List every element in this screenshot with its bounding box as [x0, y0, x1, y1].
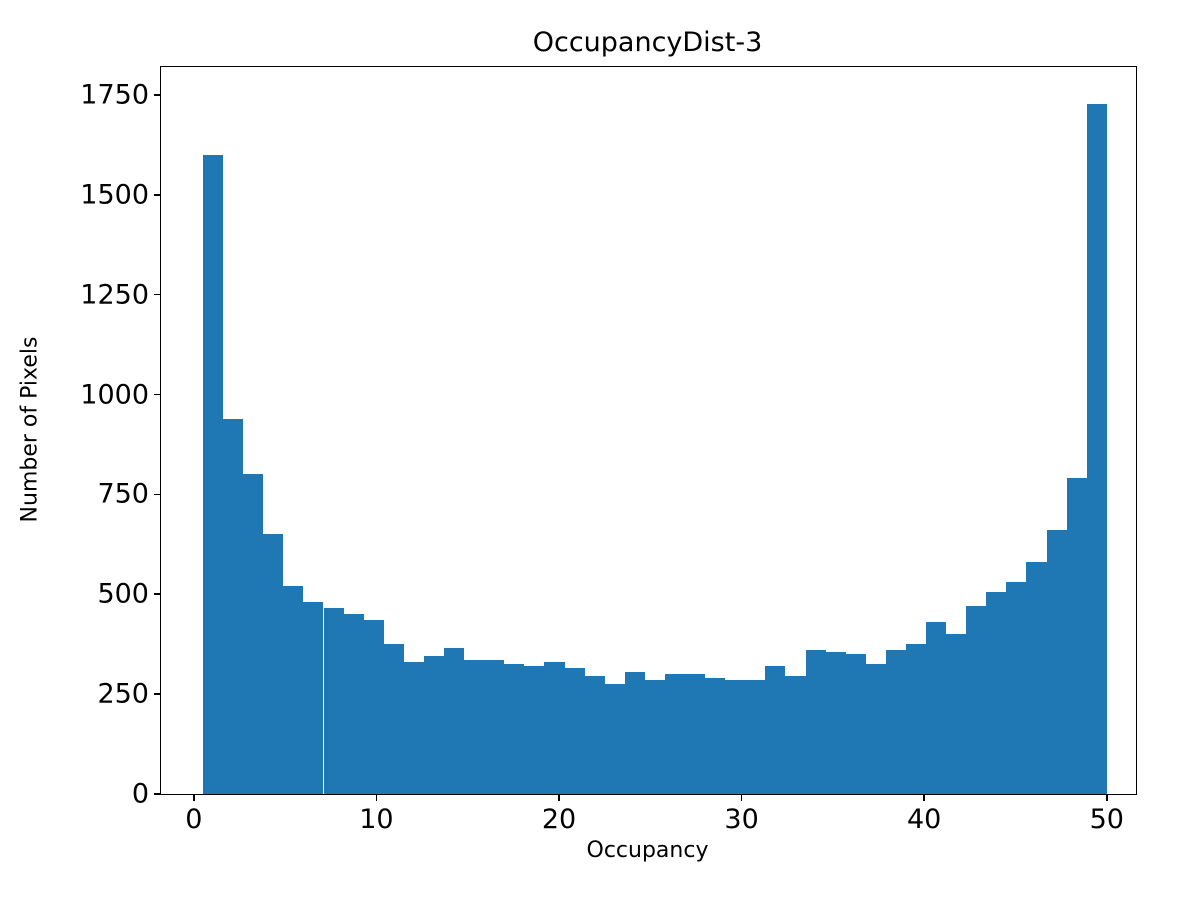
page-title: OccupancyDist-3	[532, 27, 763, 58]
histogram-bar	[484, 660, 505, 794]
histogram-bar	[263, 534, 284, 794]
y-tick-label: 500	[97, 578, 149, 610]
plot-area: 0 250 500 750 1000 1250 1500 1750 0 10 20 30 40 50	[80, 66, 1137, 833]
x-tick-mark	[558, 794, 560, 801]
x-tick-mark	[923, 794, 925, 801]
x-tick-label: 40	[907, 804, 942, 835]
histogram-bar	[1066, 478, 1087, 794]
histogram-bar	[323, 608, 344, 794]
y-tick-label: 1750	[80, 79, 149, 111]
histogram-bar	[1006, 582, 1027, 794]
histogram-bar	[785, 676, 806, 794]
y-tick-mark	[154, 593, 161, 596]
x-tick-mark	[740, 794, 743, 801]
x-tick-label: 20	[541, 804, 577, 835]
y-tick-label: 0	[131, 778, 149, 810]
histogram-bar	[363, 620, 384, 794]
x-tick-label: 50	[1089, 804, 1124, 835]
histogram-bar	[885, 650, 906, 794]
y-axis-label: Number of Pixels	[16, 66, 44, 793]
y-tick-label: 1250	[80, 279, 149, 311]
y-tick-label: 1000	[80, 379, 149, 411]
histogram-bar	[664, 674, 685, 794]
histogram-bar	[644, 680, 665, 794]
histogram-bar	[524, 666, 545, 794]
y-tick-mark	[154, 293, 161, 296]
histogram-bar	[403, 662, 424, 794]
histogram-bar	[202, 154, 224, 794]
y-tick-mark	[154, 393, 161, 396]
histogram-bar	[685, 674, 706, 794]
histogram-bar	[423, 656, 444, 794]
histogram-bar	[464, 660, 485, 794]
y-tick-mark	[154, 693, 161, 695]
histogram-bar	[343, 614, 364, 794]
y-axis-label-text: Number of Pixels	[17, 336, 43, 523]
histogram-bar	[584, 676, 605, 794]
histogram-bar	[303, 602, 324, 794]
histogram-bar	[624, 672, 645, 794]
x-tick-label: 0	[185, 804, 203, 835]
histogram-bar	[1046, 530, 1067, 794]
x-axis-label: Occupancy	[586, 838, 709, 863]
histogram-bar	[966, 606, 987, 794]
y-tick-label: 750	[97, 478, 149, 510]
histogram-bar	[504, 664, 525, 794]
y-tick-label: 1500	[80, 179, 149, 211]
histogram-bar	[564, 668, 585, 794]
histogram-bar	[905, 644, 927, 794]
histogram-bar	[604, 684, 625, 794]
histogram-bar	[705, 678, 726, 794]
histogram-bars	[161, 67, 1136, 794]
x-tick-label: 10	[359, 804, 394, 835]
y-tick-label: 250	[97, 678, 149, 710]
histogram-bar	[865, 664, 886, 794]
histogram-bar	[544, 662, 565, 794]
y-tick-mark	[154, 194, 161, 196]
x-tick-label: 30	[724, 804, 759, 835]
histogram-bar	[283, 586, 304, 794]
histogram-bar	[845, 654, 866, 794]
x-tick-mark	[375, 794, 378, 801]
histogram-bar	[383, 644, 404, 794]
histogram-bar	[745, 680, 766, 794]
histogram-bar	[1086, 103, 1107, 794]
x-tick-mark	[193, 794, 195, 801]
histogram-bar	[805, 650, 826, 794]
y-tick-mark	[154, 493, 161, 496]
histogram-bar	[1026, 562, 1047, 794]
histogram-bar	[223, 418, 244, 794]
histogram-bar	[765, 666, 786, 794]
histogram-bar	[444, 648, 465, 794]
histogram-bar	[946, 634, 967, 794]
histogram-bar	[825, 652, 846, 794]
x-tick-mark	[1105, 794, 1108, 801]
y-tick-mark	[154, 793, 161, 795]
histogram-bar	[926, 622, 947, 794]
histogram-bar	[725, 680, 746, 794]
y-tick-mark	[154, 94, 161, 96]
histogram-bar	[986, 592, 1007, 794]
histogram-bar	[243, 474, 264, 794]
